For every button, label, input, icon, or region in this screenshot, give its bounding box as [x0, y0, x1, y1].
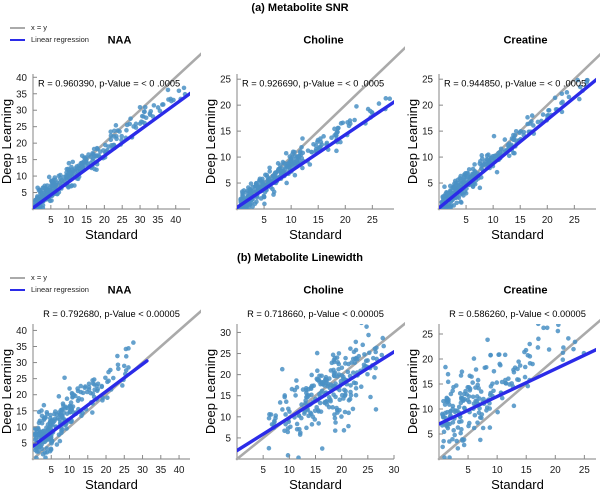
svg-text:20: 20	[101, 465, 112, 476]
svg-text:NAA: NAA	[108, 285, 132, 297]
svg-text:15: 15	[313, 215, 324, 226]
svg-text:25: 25	[16, 122, 27, 133]
svg-text:5: 5	[226, 433, 232, 444]
svg-text:Creatine: Creatine	[503, 35, 547, 47]
svg-text:30: 30	[16, 358, 27, 369]
svg-text:15: 15	[422, 380, 433, 391]
svg-text:25: 25	[367, 215, 378, 226]
svg-text:20: 20	[550, 465, 561, 476]
svg-text:10: 10	[492, 465, 503, 476]
svg-text:20: 20	[542, 215, 553, 226]
svg-text:R = 0.944850, p-Value = < 0 .: R = 0.944850, p-Value = < 0 .0005	[444, 79, 586, 89]
svg-text:15: 15	[81, 215, 92, 226]
svg-text:20: 20	[220, 370, 231, 381]
svg-text:NAA: NAA	[108, 35, 132, 47]
svg-text:5: 5	[22, 188, 28, 199]
svg-text:10: 10	[220, 412, 231, 423]
svg-text:35: 35	[16, 342, 27, 353]
svg-text:35: 35	[155, 465, 166, 476]
svg-text:40: 40	[16, 73, 27, 84]
svg-text:10: 10	[16, 422, 27, 433]
svg-text:R = 0.718660, p-Value < 0.0000: R = 0.718660, p-Value < 0.00005	[247, 309, 384, 319]
svg-text:R = 0.926690, p-Value = < 0 .0: R = 0.926690, p-Value = < 0 .0005	[242, 79, 384, 89]
svg-text:R = 0.960390, p-Value = < 0 .: R = 0.960390, p-Value = < 0 .0005	[38, 79, 180, 89]
svg-text:30: 30	[137, 465, 148, 476]
svg-text:Standard: Standard	[85, 227, 138, 242]
svg-text:10: 10	[63, 215, 74, 226]
svg-text:Standard: Standard	[491, 477, 544, 492]
svg-text:15: 15	[82, 465, 93, 476]
svg-text:25: 25	[579, 465, 590, 476]
svg-text:25: 25	[16, 374, 27, 385]
svg-text:35: 35	[16, 89, 27, 100]
svg-text:10: 10	[64, 465, 75, 476]
svg-text:Choline: Choline	[303, 35, 343, 47]
svg-text:25: 25	[422, 330, 433, 341]
svg-text:25: 25	[119, 465, 130, 476]
svg-text:30: 30	[135, 215, 146, 226]
svg-text:15: 15	[220, 391, 231, 402]
svg-text:R = 0.792680, p-Value < 0.0000: R = 0.792680, p-Value < 0.00005	[43, 309, 180, 319]
svg-text:20: 20	[340, 215, 351, 226]
svg-text:25: 25	[220, 349, 231, 360]
svg-text:40: 40	[16, 326, 27, 337]
svg-text:5: 5	[22, 438, 28, 449]
svg-text:Deep Learning: Deep Learning	[204, 349, 218, 434]
svg-text:5: 5	[428, 430, 434, 441]
svg-text:5: 5	[49, 465, 55, 476]
svg-text:15: 15	[16, 406, 27, 417]
svg-text:25: 25	[422, 75, 433, 86]
svg-text:20: 20	[422, 101, 433, 112]
svg-text:5: 5	[428, 179, 434, 190]
svg-text:15: 15	[515, 215, 526, 226]
svg-text:15: 15	[310, 465, 321, 476]
svg-text:25: 25	[117, 215, 128, 226]
svg-text:25: 25	[220, 75, 231, 86]
svg-text:10: 10	[284, 465, 295, 476]
svg-text:Standard: Standard	[491, 227, 544, 242]
svg-text:R = 0.586260, p-Value < 0.0000: R = 0.586260, p-Value < 0.00005	[449, 309, 586, 319]
svg-text:20: 20	[16, 139, 27, 150]
svg-text:5: 5	[48, 215, 54, 226]
svg-text:Standard: Standard	[289, 227, 342, 242]
svg-text:20: 20	[336, 465, 347, 476]
svg-text:30: 30	[389, 465, 400, 476]
svg-text:5: 5	[260, 465, 266, 476]
svg-text:10: 10	[286, 215, 297, 226]
svg-text:20: 20	[220, 101, 231, 112]
svg-text:10: 10	[422, 405, 433, 416]
svg-text:Standard: Standard	[289, 477, 342, 492]
svg-text:Deep Learning: Deep Learning	[0, 99, 14, 184]
svg-text:10: 10	[488, 215, 499, 226]
svg-text:15: 15	[16, 155, 27, 166]
svg-text:35: 35	[152, 215, 163, 226]
svg-text:5: 5	[226, 179, 232, 190]
svg-text:5: 5	[465, 465, 471, 476]
svg-text:20: 20	[99, 215, 110, 226]
svg-text:Deep Learning: Deep Learning	[406, 349, 420, 434]
svg-text:25: 25	[362, 465, 373, 476]
svg-text:20: 20	[16, 390, 27, 401]
svg-text:10: 10	[220, 153, 231, 164]
svg-text:15: 15	[220, 127, 231, 138]
svg-text:10: 10	[16, 172, 27, 183]
svg-text:40: 40	[174, 465, 185, 476]
svg-text:5: 5	[261, 215, 267, 226]
svg-text:10: 10	[422, 153, 433, 164]
svg-text:Choline: Choline	[303, 285, 343, 297]
svg-text:30: 30	[220, 328, 231, 339]
svg-text:30: 30	[16, 106, 27, 117]
svg-text:Creatine: Creatine	[503, 285, 547, 297]
svg-text:5: 5	[463, 215, 469, 226]
svg-text:15: 15	[422, 127, 433, 138]
svg-text:Deep Learning: Deep Learning	[0, 349, 14, 434]
svg-text:20: 20	[422, 355, 433, 366]
svg-text:Standard: Standard	[85, 477, 138, 492]
svg-text:40: 40	[170, 215, 181, 226]
svg-text:25: 25	[569, 215, 580, 226]
svg-text:Deep Learning: Deep Learning	[406, 99, 420, 184]
svg-text:Deep Learning: Deep Learning	[204, 99, 218, 184]
svg-text:15: 15	[521, 465, 532, 476]
